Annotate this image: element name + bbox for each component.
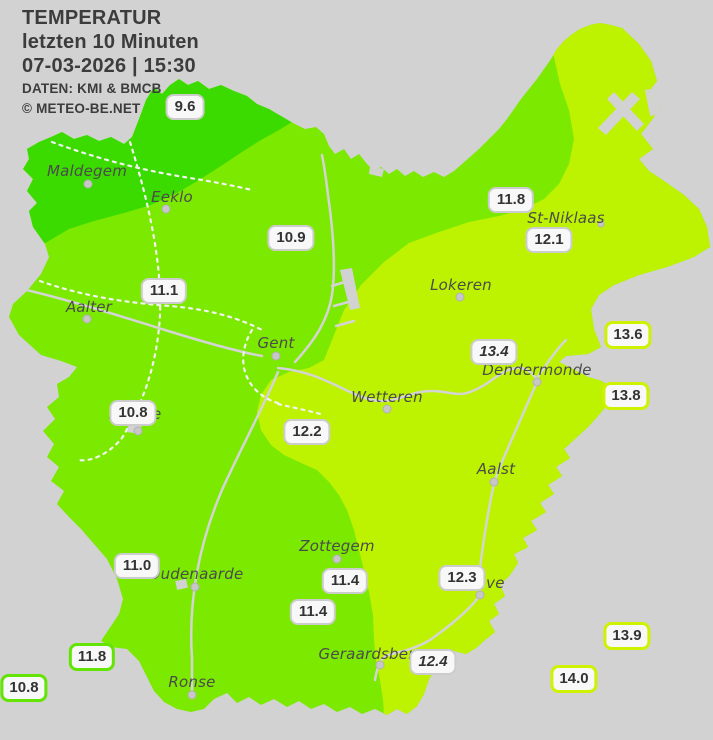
copyright-label: © METEO-BE.NET bbox=[22, 101, 141, 116]
temperature-badge: 11.4 bbox=[289, 599, 337, 625]
datetime-label: 07-03-2026 | 15:30 bbox=[22, 55, 196, 77]
city-dot bbox=[161, 204, 171, 214]
city-dot bbox=[82, 314, 92, 324]
city-dot bbox=[489, 477, 499, 487]
temperature-badge: 11.1 bbox=[140, 278, 188, 304]
data-source-label: DATEN: KMI & BMCB bbox=[22, 81, 162, 96]
temperature-badge: 10.8 bbox=[0, 674, 48, 702]
temperature-badge: 11.8 bbox=[68, 643, 116, 671]
city-dot bbox=[532, 377, 542, 387]
city-label: Eeklo bbox=[151, 188, 193, 206]
temperature-badge: 10.9 bbox=[267, 225, 315, 251]
city-label: Ronse bbox=[168, 673, 216, 691]
city-label: Aalst bbox=[476, 460, 516, 478]
city-dot bbox=[271, 351, 281, 361]
temperature-badge: 12.3 bbox=[438, 565, 486, 591]
city-label: St-Niklaas bbox=[527, 209, 605, 227]
temperature-badge: 13.6 bbox=[604, 321, 652, 349]
city-label: Oudenaarde bbox=[148, 565, 244, 583]
city-label: Aalter bbox=[65, 298, 113, 316]
city-dot bbox=[382, 404, 392, 414]
city-dot bbox=[187, 690, 197, 700]
city-label: Zottegem bbox=[299, 537, 375, 555]
city-dot bbox=[190, 582, 200, 592]
temperature-badge: 13.9 bbox=[603, 622, 651, 650]
city-label: Maldegem bbox=[46, 162, 128, 180]
page-subtitle: letzten 10 Minuten bbox=[22, 31, 199, 53]
city-dot bbox=[455, 292, 465, 302]
temperature-badge: 13.8 bbox=[602, 382, 650, 410]
temperature-badge: 11.4 bbox=[321, 568, 369, 594]
temperature-badge: 12.4 bbox=[409, 649, 457, 675]
temperature-badge: 13.4 bbox=[470, 339, 518, 365]
city-label: Dendermonde bbox=[482, 361, 592, 379]
map-header: TEMPERATUR letzten 10 Minuten 07-03-2026… bbox=[22, 6, 199, 118]
city-dot bbox=[375, 660, 385, 670]
temperature-badge: 9.6 bbox=[165, 94, 205, 120]
city-dot bbox=[597, 220, 605, 228]
city-dot bbox=[332, 554, 342, 564]
city-label: Lokeren bbox=[430, 276, 492, 294]
temperature-badge: 10.8 bbox=[109, 400, 157, 426]
city-dot bbox=[83, 179, 93, 189]
temperature-badge: 11.8 bbox=[487, 187, 535, 213]
temperature-badge: 14.0 bbox=[550, 665, 598, 693]
city-dot bbox=[475, 590, 485, 600]
temperature-badge: 11.0 bbox=[113, 553, 161, 579]
temperature-badge: 12.1 bbox=[525, 227, 573, 253]
city-label: Gent bbox=[257, 334, 295, 352]
dotted-borders bbox=[38, 140, 326, 462]
temperature-badge: 12.2 bbox=[283, 419, 331, 445]
city-label: Wetteren bbox=[351, 388, 423, 406]
city-dot bbox=[133, 426, 143, 436]
page-title: TEMPERATUR bbox=[22, 7, 162, 29]
